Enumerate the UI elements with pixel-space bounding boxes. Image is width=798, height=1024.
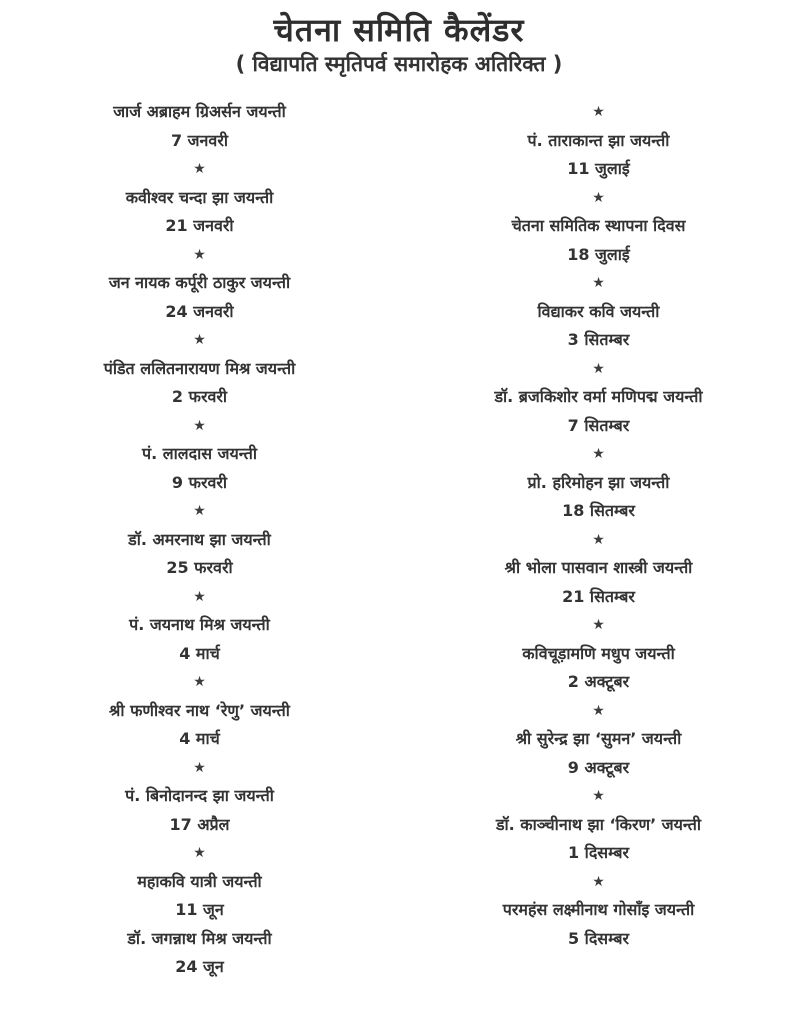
- event-date: 25 फरवरी: [166, 558, 233, 577]
- event-date: 18 जुलाई: [567, 244, 630, 264]
- star-icon: ★: [193, 759, 206, 776]
- page-subtitle: ( विद्यापति स्मृतिपर्व समारोहक अतिरिक्त …: [235, 52, 563, 76]
- star-icon: ★: [193, 588, 206, 605]
- event-name: डॉ. ब्रजकिशोर वर्मा मणिपद्म जयन्ती: [494, 387, 703, 406]
- event-date: 9 फरवरी: [171, 472, 228, 492]
- event-date: 4 मार्च: [179, 643, 220, 663]
- star-icon: ★: [592, 873, 605, 890]
- event-date: 24 जनवरी: [165, 301, 234, 321]
- star-icon: ★: [193, 845, 206, 861]
- event-name: विद्याकर कवि जयन्ती: [537, 301, 660, 321]
- event-date: 18 सितम्बर: [562, 501, 635, 520]
- event-name: श्री फणीश्वर नाथ ‘रेणु’ जयन्ती: [109, 700, 290, 720]
- event-name: पंडित ललितनारायण मिश्र जयन्ती: [103, 358, 296, 378]
- event-name: श्री सुरेन्द्र झा ‘सुमन’ जयन्ती: [515, 729, 682, 748]
- event-date: 7 जनवरी: [170, 130, 229, 150]
- event-name: महाकवि यात्री जयन्ती: [137, 871, 262, 891]
- star-icon: ★: [193, 161, 206, 177]
- event-name: कविचूड़ामणि मधुप जयन्ती: [522, 643, 675, 663]
- star-icon: ★: [193, 417, 206, 434]
- event-date: 4 मार्च: [179, 729, 220, 748]
- event-name: पं. जयनाथ मिश्र जयन्ती: [129, 615, 270, 634]
- event-name: डॉ. अमरनाथ झा जयन्ती: [128, 529, 271, 549]
- event-date: 11 जून: [175, 900, 224, 919]
- event-name: जन नायक कर्पूरी ठाकुर जयन्ती: [108, 273, 291, 292]
- page-title: चेतना समिति कैलेंडर: [273, 11, 525, 49]
- event-date: 3 सितम्बर: [567, 330, 630, 349]
- event-date: 9 अक्टूबर: [567, 757, 630, 777]
- event-columns: जार्ज अब्राहम ग्रिअर्सन जयन्ती 7 जनवरी ★ कव…: [0, 98, 798, 982]
- event-name: श्री भोला पासवान शास्त्री जयन्ती: [504, 558, 693, 577]
- event-name: जार्ज अब्राहम ग्रिअर्सन जयन्ती: [113, 102, 286, 121]
- event-column-left: जार्ज अब्राहम ग्रिअर्सन जयन्ती 7 जनवरी ★ कव…: [0, 98, 399, 982]
- star-icon: ★: [193, 503, 206, 519]
- event-column-right: ★ पं. ताराकान्त झा जयन्ती 11 जुलाई ★ चेतना स…: [399, 98, 798, 982]
- star-icon: ★: [592, 617, 605, 633]
- event-name: डॉ. जगन्नाथ मिश्र जयन्ती: [127, 928, 272, 948]
- event-name: कवीश्वर चन्दा झा जयन्ती: [125, 187, 274, 207]
- star-icon: ★: [592, 702, 605, 719]
- event-name: परमहंस लक्ष्मीनाथ गोसाँइ जयन्ती: [502, 900, 695, 919]
- event-name: पं. लालदास जयन्ती: [142, 444, 257, 463]
- event-date: 11 जुलाई: [567, 159, 630, 178]
- star-icon: ★: [592, 446, 605, 462]
- star-icon: ★: [193, 674, 206, 690]
- event-date: 21 जनवरी: [165, 216, 234, 235]
- event-date: 2 अक्टूबर: [567, 672, 630, 691]
- star-icon: ★: [592, 531, 605, 548]
- event-date: 2 फरवरी: [171, 387, 228, 406]
- star-icon: ★: [592, 360, 605, 377]
- event-date: 21 सितम्बर: [562, 586, 635, 606]
- event-date: 1 दिसम्बर: [567, 843, 630, 862]
- event-date: 5 दिसम्बर: [567, 928, 630, 948]
- event-date: 17 अप्रैल: [169, 814, 230, 834]
- event-name: प्रो. हरिमोहन झा जयन्ती: [527, 472, 670, 492]
- event-name: पं. ताराकान्त झा जयन्ती: [527, 130, 670, 150]
- star-icon: ★: [193, 246, 206, 263]
- star-icon: ★: [592, 104, 605, 120]
- event-date: 7 सितम्बर: [567, 415, 630, 435]
- event-name: पं. बिनोदानन्द झा जयन्ती: [125, 786, 274, 805]
- event-date: 24 जून: [175, 957, 224, 976]
- star-icon: ★: [592, 788, 605, 804]
- event-name: डॉ. काञ्चीनाथ झा ‘किरण’ जयन्ती: [495, 814, 702, 834]
- star-icon: ★: [193, 332, 206, 348]
- star-icon: ★: [592, 189, 605, 206]
- star-icon: ★: [592, 275, 605, 291]
- event-name: चेतना समितिक स्थापना दिवस: [511, 216, 686, 235]
